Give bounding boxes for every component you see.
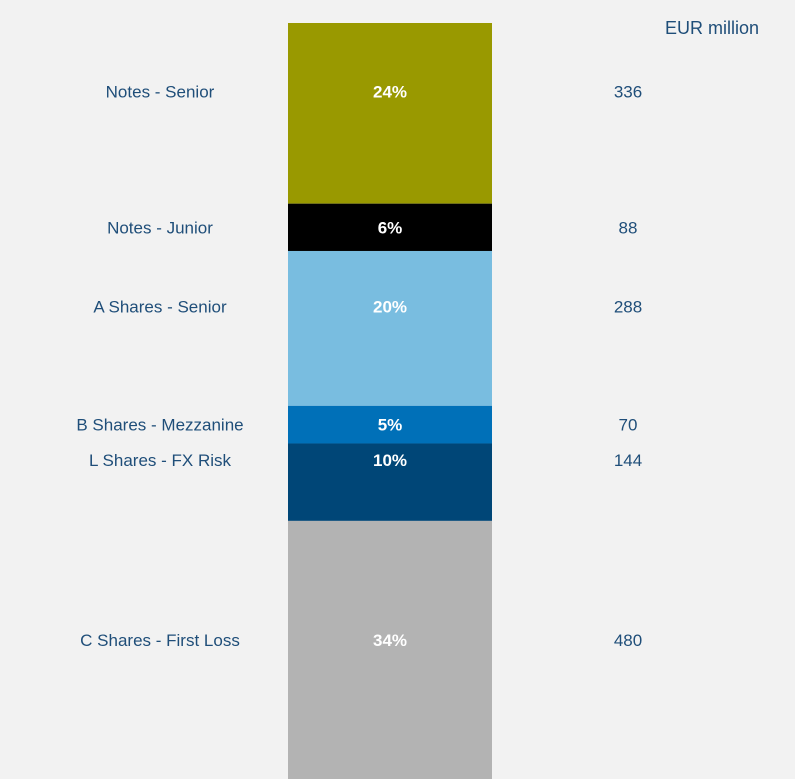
segment-b-shares-mezzanine [288,405,492,444]
percent-label-c-shares-first-loss: 34% [373,631,407,650]
value-label-notes-junior: 88 [619,218,638,237]
segment-a-shares-senior [288,250,492,406]
value-label-b-shares-mezzanine: 70 [619,416,638,435]
category-label-b-shares-mezzanine: B Shares - Mezzanine [76,416,243,435]
value-label-notes-senior: 336 [614,82,642,101]
percent-label-a-shares-senior: 20% [373,297,407,316]
category-label-a-shares-senior: A Shares - Senior [93,297,227,316]
value-label-c-shares-first-loss: 480 [614,631,642,650]
segment-l-shares-fx-risk [288,443,492,521]
unit-label: EUR million [665,18,760,38]
percent-label-b-shares-mezzanine: 5% [378,416,403,435]
value-label-l-shares-fx-risk: 144 [614,451,642,470]
category-label-notes-junior: Notes - Junior [107,218,213,237]
segment-c-shares-first-loss [288,520,492,779]
percent-label-l-shares-fx-risk: 10% [373,451,407,470]
segment-notes-junior [288,203,492,251]
percent-label-notes-senior: 24% [373,82,407,101]
category-label-l-shares-fx-risk: L Shares - FX Risk [89,451,232,470]
percent-label-notes-junior: 6% [378,218,403,237]
segment-notes-senior [288,23,492,204]
category-label-c-shares-first-loss: C Shares - First Loss [80,631,240,650]
category-label-notes-senior: Notes - Senior [106,82,215,101]
value-label-a-shares-senior: 288 [614,297,642,316]
